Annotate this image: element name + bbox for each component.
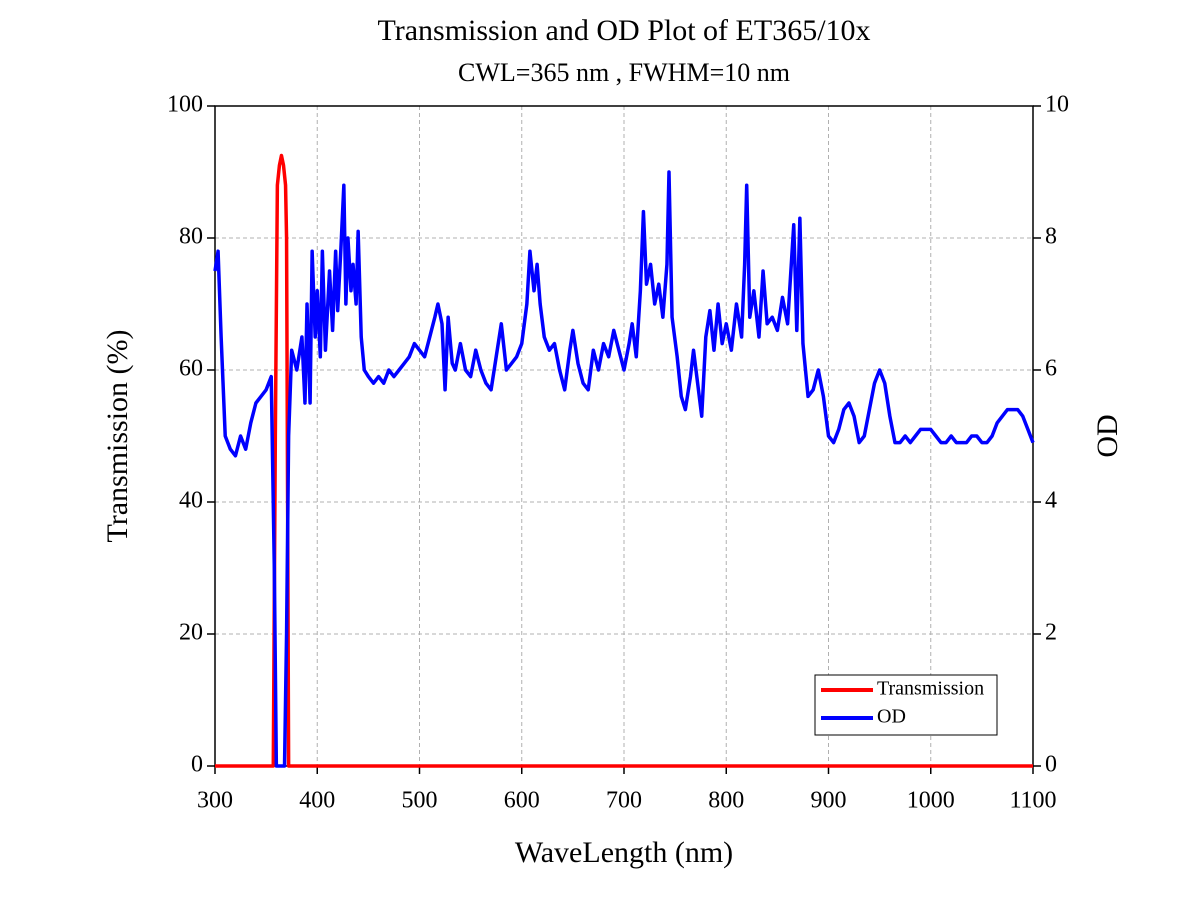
y-tick-label: 80	[179, 224, 203, 250]
y2-tick-label: 2	[1045, 620, 1057, 646]
chart-title: Transmission and OD Plot of ET365/10x	[377, 14, 870, 47]
legend-label: Transmission	[877, 678, 984, 700]
y-tick-label: 0	[191, 752, 203, 778]
x-tick-label: 400	[299, 788, 335, 814]
series-line	[213, 170, 1035, 768]
x-tick-label: 900	[811, 788, 847, 814]
x-tick-label: 800	[708, 788, 744, 814]
y-tick-label: 40	[179, 488, 203, 514]
y-axis-label: Transmission (%)	[101, 329, 134, 542]
y-tick-label: 20	[179, 620, 203, 646]
y2-tick-label: 10	[1045, 92, 1069, 118]
x-tick-label: 500	[402, 788, 438, 814]
legend-label: OD	[877, 706, 906, 728]
x-tick-label: 700	[606, 788, 642, 814]
y2-tick-label: 4	[1045, 488, 1057, 514]
x-tick-label: 1100	[1009, 788, 1056, 814]
legend-box	[814, 674, 998, 736]
x-tick-label: 1000	[907, 788, 955, 814]
x-tick-label: 300	[197, 788, 233, 814]
y-tick-label: 100	[167, 92, 203, 118]
chart-subtitle: CWL=365 nm , FWHM=10 nm	[458, 58, 790, 87]
y-tick-label: 60	[179, 356, 203, 382]
x-axis-label: WaveLength (nm)	[515, 836, 733, 869]
y2-axis-label: OD	[1091, 414, 1124, 457]
x-tick-label: 600	[504, 788, 540, 814]
y2-tick-label: 8	[1045, 224, 1057, 250]
y2-tick-label: 6	[1045, 356, 1057, 382]
y2-tick-label: 0	[1045, 752, 1057, 778]
